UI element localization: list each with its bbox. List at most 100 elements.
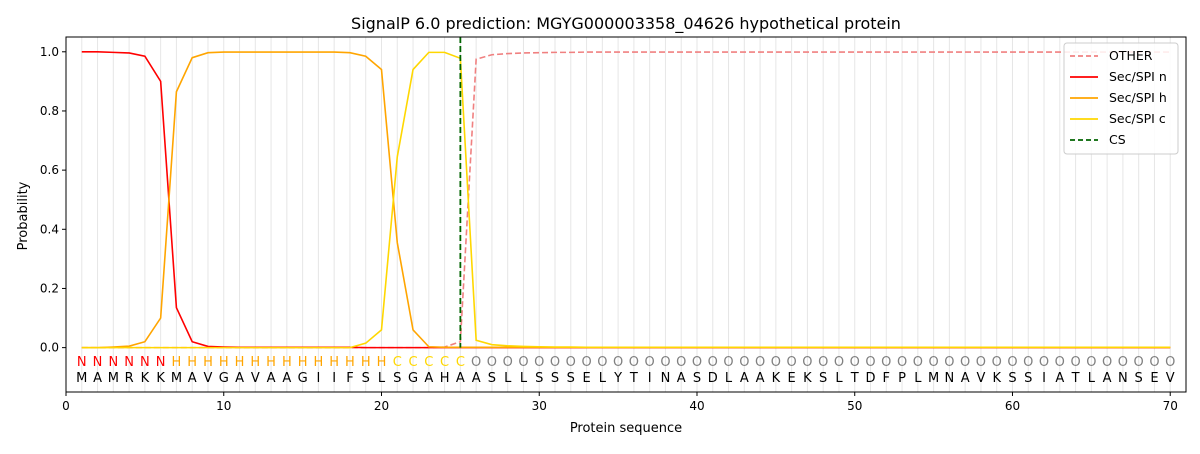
residue-label: A bbox=[267, 371, 276, 386]
residue-label: H bbox=[440, 371, 450, 386]
region-label: O bbox=[1039, 355, 1049, 370]
region-label: O bbox=[818, 355, 828, 370]
legend-label: CS bbox=[1109, 132, 1126, 147]
region-label: O bbox=[550, 355, 560, 370]
residue-label: I bbox=[332, 371, 336, 386]
residue-label: N bbox=[661, 371, 671, 386]
y-tick-label: 0.2 bbox=[40, 281, 59, 295]
region-label: O bbox=[1086, 355, 1096, 370]
residue-label: A bbox=[677, 371, 686, 386]
region-label: N bbox=[93, 355, 103, 370]
residue-label: L bbox=[725, 371, 733, 386]
residue-label: M bbox=[108, 371, 119, 386]
residue-label: L bbox=[835, 371, 843, 386]
region-label: O bbox=[865, 355, 875, 370]
region-label: H bbox=[329, 355, 339, 370]
residue-label: L bbox=[1088, 371, 1096, 386]
region-label: H bbox=[187, 355, 197, 370]
residue-label: K bbox=[992, 371, 1001, 386]
region-label: O bbox=[771, 355, 781, 370]
region-label: O bbox=[471, 355, 481, 370]
region-label: O bbox=[692, 355, 702, 370]
x-axis-label: Protein sequence bbox=[570, 421, 682, 436]
residue-label: E bbox=[1150, 371, 1158, 386]
region-label: O bbox=[645, 355, 655, 370]
x-tick-label: 50 bbox=[847, 399, 862, 413]
region-label: O bbox=[739, 355, 749, 370]
residue-label: S bbox=[362, 371, 370, 386]
region-label: O bbox=[629, 355, 639, 370]
region-label: C bbox=[440, 355, 449, 370]
region-label: H bbox=[266, 355, 276, 370]
region-label: O bbox=[676, 355, 686, 370]
residue-label: V bbox=[1166, 371, 1175, 386]
region-label: O bbox=[660, 355, 670, 370]
residue-label: E bbox=[582, 371, 590, 386]
y-tick-label: 0.4 bbox=[40, 222, 59, 236]
residue-label: A bbox=[235, 371, 244, 386]
residue-label: L bbox=[599, 371, 607, 386]
region-label: O bbox=[613, 355, 623, 370]
residue-label: D bbox=[708, 371, 718, 386]
y-tick-label: 1.0 bbox=[40, 45, 59, 59]
residue-label: A bbox=[456, 371, 465, 386]
residue-label: G bbox=[219, 371, 229, 386]
region-label: H bbox=[172, 355, 182, 370]
residue-label: V bbox=[204, 371, 213, 386]
region-label: O bbox=[708, 355, 718, 370]
region-label: O bbox=[928, 355, 938, 370]
region-label: N bbox=[108, 355, 118, 370]
x-tick-label: 60 bbox=[1005, 399, 1020, 413]
region-label: H bbox=[345, 355, 355, 370]
residue-label: R bbox=[125, 371, 134, 386]
region-label: O bbox=[850, 355, 860, 370]
region-label: O bbox=[913, 355, 923, 370]
residue-label: P bbox=[898, 371, 906, 386]
region-label: C bbox=[393, 355, 402, 370]
region-label: H bbox=[361, 355, 371, 370]
series-line-sec-spi-n bbox=[81, 50, 1171, 349]
region-label: O bbox=[1118, 355, 1128, 370]
residue-label: S bbox=[1135, 371, 1143, 386]
region-label: O bbox=[787, 355, 797, 370]
x-tick-label: 20 bbox=[374, 399, 389, 413]
grid-lines bbox=[81, 37, 1171, 392]
series-line-sec-spi-h bbox=[81, 51, 1171, 349]
residue-label: S bbox=[393, 371, 401, 386]
region-label: C bbox=[456, 355, 465, 370]
region-label: O bbox=[487, 355, 497, 370]
residue-label: L bbox=[520, 371, 528, 386]
plot-frame bbox=[65, 36, 1187, 393]
residue-label: V bbox=[251, 371, 260, 386]
region-label: H bbox=[298, 355, 308, 370]
region-label: N bbox=[124, 355, 134, 370]
region-label: H bbox=[282, 355, 292, 370]
region-label: O bbox=[1149, 355, 1159, 370]
legend-box bbox=[1063, 42, 1179, 155]
residue-label: K bbox=[803, 371, 812, 386]
region-label: O bbox=[1134, 355, 1144, 370]
region-label: O bbox=[723, 355, 733, 370]
region-label: H bbox=[250, 355, 260, 370]
legend-label: OTHER bbox=[1109, 48, 1153, 63]
x-tick-label: 30 bbox=[532, 399, 547, 413]
residue-label: K bbox=[772, 371, 781, 386]
residue-label: T bbox=[850, 371, 859, 386]
residue-label: I bbox=[1042, 371, 1046, 386]
region-label: O bbox=[566, 355, 576, 370]
region-label: O bbox=[897, 355, 907, 370]
residue-label: F bbox=[883, 371, 890, 386]
region-label: O bbox=[534, 355, 544, 370]
residue-label: A bbox=[93, 371, 102, 386]
y-tick-label: 0.8 bbox=[40, 104, 59, 118]
series-lines bbox=[81, 50, 1171, 349]
residue-label: D bbox=[865, 371, 875, 386]
region-label: N bbox=[77, 355, 87, 370]
legend-label: Sec/SPI c bbox=[1109, 111, 1166, 126]
residue-label: A bbox=[282, 371, 291, 386]
residue-label: S bbox=[551, 371, 559, 386]
residue-label: S bbox=[819, 371, 827, 386]
residue-label: L bbox=[378, 371, 386, 386]
residue-label: S bbox=[567, 371, 575, 386]
